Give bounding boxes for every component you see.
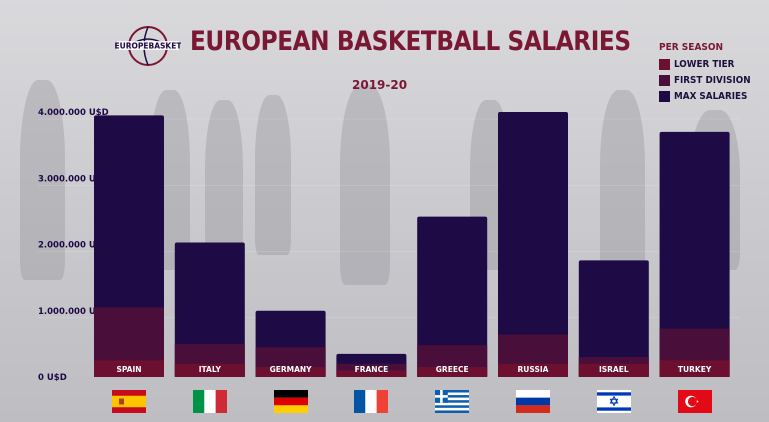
- bar-max-salaries: [578, 260, 649, 377]
- x-tick-label: SPAIN: [116, 365, 141, 374]
- legend-swatch-first-division: [659, 74, 670, 86]
- italy-flag-icon: [192, 390, 227, 413]
- france-flag-icon: [354, 390, 389, 413]
- bar-lower-tier: [174, 363, 245, 377]
- chart-title: EUROPEAN BASKETBALL SALARIES: [190, 26, 631, 57]
- legend-label-lower-tier: LOWER TIER: [674, 58, 735, 70]
- x-tick-label: GERMANY: [270, 365, 313, 374]
- y-tick-label: 4.000.000 U$D: [38, 108, 109, 118]
- bar-lower-tier: [417, 367, 488, 377]
- logo-text: EUROPEBASKET: [115, 42, 181, 51]
- legend-item-lower-tier: LOWER TIER: [659, 56, 761, 72]
- legend-title: PER SEASON: [659, 42, 724, 53]
- y-tick-label: 3.000.000 U$D: [38, 174, 109, 184]
- legend-item-max-salaries: MAX SALARIES: [659, 88, 761, 104]
- russia-flag-icon: [516, 390, 550, 413]
- bar-max-salaries: [174, 242, 245, 377]
- bar-lower-tier: [659, 360, 730, 377]
- legend-item-first-division: FIRST DIVISION: [659, 72, 761, 88]
- y-tick-label: 0 U$D: [38, 373, 67, 383]
- bar-max-salaries: [659, 131, 730, 377]
- x-tick-label: FRANCE: [355, 365, 389, 374]
- germany-flag-icon: [273, 390, 308, 413]
- israel-flag-icon: [596, 390, 631, 413]
- bar-lower-tier: [94, 360, 164, 377]
- y-tick-label: 2.000.000 U$D: [38, 241, 109, 251]
- legend: PER SEASON LOWER TIER FIRST DIVISION MAX…: [659, 42, 761, 104]
- spain-flag-icon: [112, 390, 146, 413]
- bar-max-salaries: [498, 112, 568, 377]
- bar-lower-tier: [578, 363, 649, 377]
- legend-swatch-max-salaries: [659, 90, 670, 102]
- greece-flag-icon: [435, 390, 470, 413]
- y-tick-label: 1.000.000 U$D: [38, 307, 109, 317]
- legend-label-max-salaries: MAX SALARIES: [674, 90, 748, 102]
- legend-swatch-lower-tier: [659, 58, 670, 70]
- x-tick-label: TURKEY: [678, 365, 712, 374]
- x-tick-label: RUSSIA: [518, 365, 549, 374]
- x-tick-label: ISRAEL: [599, 365, 629, 374]
- turkey-flag-icon: [677, 390, 712, 413]
- bar-max-salaries: [417, 216, 488, 377]
- europebasket-logo: EUROPEBASKET: [115, 26, 181, 66]
- bar-lower-tier: [336, 370, 407, 377]
- x-tick-label: ITALY: [199, 365, 222, 374]
- bar-lower-tier: [498, 363, 568, 377]
- bar-lower-tier: [255, 367, 326, 377]
- x-tick-label: GREECE: [436, 365, 469, 374]
- chart-subtitle: 2019-20: [352, 78, 408, 92]
- legend-label-first-division: FIRST DIVISION: [674, 74, 751, 86]
